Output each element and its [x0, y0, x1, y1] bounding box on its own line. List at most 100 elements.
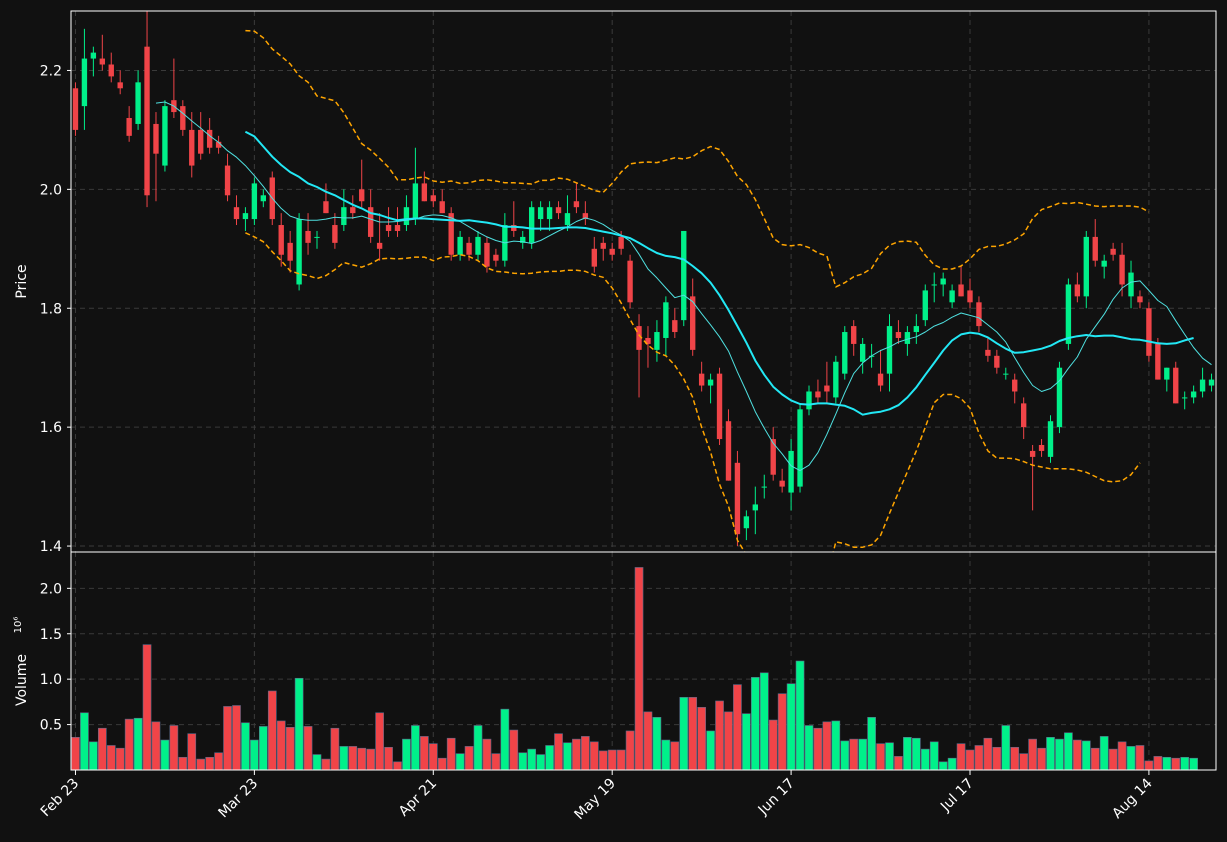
- volume-bar: [1135, 745, 1145, 771]
- volume-bar: [589, 741, 599, 771]
- candle-body: [430, 195, 436, 202]
- candle-body: [770, 439, 776, 475]
- candle-body: [439, 201, 445, 214]
- candle-body: [1038, 444, 1045, 451]
- volume-bar: [840, 740, 850, 771]
- volume-bar: [634, 567, 644, 771]
- candle-body: [108, 64, 114, 77]
- volume-bar: [124, 718, 134, 771]
- candle-body: [126, 118, 132, 136]
- candle-body: [99, 58, 105, 65]
- candle-body: [1128, 272, 1134, 297]
- candle-body: [582, 213, 589, 220]
- candle-body: [645, 337, 651, 344]
- upper-band-line: [245, 29, 1150, 288]
- volume-bar: [196, 758, 206, 771]
- volume-y-ticks: 0.5 1.0 1.5 2.0: [40, 581, 71, 734]
- volume-bar: [813, 727, 823, 771]
- volume-bar: [1055, 738, 1064, 771]
- candle-body: [663, 302, 669, 338]
- volume-bar: [795, 660, 805, 771]
- volume-bar: [983, 737, 993, 771]
- volume-bar: [903, 736, 912, 771]
- candle-body: [859, 343, 866, 362]
- volume-bar: [1189, 757, 1198, 771]
- volume-bar: [894, 756, 903, 771]
- volume-bar: [1162, 756, 1172, 771]
- candle-body: [466, 242, 472, 255]
- volume-bar: [473, 725, 483, 771]
- volume-bar: [885, 742, 894, 771]
- candle-body: [537, 207, 544, 220]
- volume-bar: [804, 725, 814, 771]
- candle-body: [385, 225, 392, 231]
- candle-body: [985, 349, 991, 356]
- candle-body: [1173, 367, 1179, 404]
- candle-body: [1199, 379, 1206, 392]
- volume-axis-label: Volume: [14, 654, 30, 706]
- candle-body: [1092, 236, 1098, 261]
- price-y-ticks: 1.4 1.6 1.8 2.0 2.2: [40, 63, 71, 555]
- candle-body: [1101, 260, 1107, 267]
- volume-bar: [366, 748, 375, 771]
- candle-body: [743, 516, 750, 529]
- volume-bar: [71, 736, 80, 771]
- volume-bar: [938, 761, 948, 771]
- volume-bar: [607, 749, 617, 771]
- volume-bar: [750, 677, 760, 771]
- volume-bar: [267, 690, 277, 771]
- volume-bar: [294, 677, 304, 771]
- candle-body: [716, 373, 723, 440]
- volume-bar: [581, 736, 590, 771]
- candle-body: [394, 225, 401, 231]
- candle-body: [1137, 296, 1143, 303]
- volume-tick-label: 1.5: [40, 627, 62, 643]
- candle-body: [976, 302, 982, 327]
- volume-bar: [974, 745, 984, 771]
- candle-body: [690, 296, 696, 350]
- candle-body: [180, 106, 186, 130]
- volume-bar: [97, 727, 107, 771]
- volume-bar: [142, 644, 152, 771]
- candle-body: [1056, 367, 1063, 428]
- volume-bar: [411, 725, 420, 771]
- candle-body: [332, 225, 338, 243]
- volume-bar: [912, 737, 921, 771]
- candle-body: [1110, 248, 1116, 255]
- volume-bar: [965, 749, 975, 771]
- volume-bar: [1001, 725, 1011, 771]
- volume-bar: [214, 752, 223, 771]
- candle-body: [475, 236, 481, 255]
- candle-body: [940, 278, 946, 285]
- volume-bar: [464, 746, 474, 771]
- indicator-lines: [155, 29, 1212, 552]
- candle-body: [242, 213, 249, 220]
- candle-body: [895, 332, 902, 338]
- candle-body: [206, 129, 213, 148]
- price-tick-label: 1.4: [40, 539, 62, 555]
- volume-bar: [303, 726, 313, 771]
- volume-bar: [1073, 739, 1082, 771]
- candle-body: [788, 450, 794, 493]
- volume-bar: [1180, 756, 1190, 771]
- candle-body: [421, 183, 428, 202]
- volume-bar: [80, 712, 89, 771]
- candle-body: [779, 480, 785, 487]
- candle-body: [90, 52, 97, 59]
- volume-bar: [920, 748, 930, 771]
- volume-bar: [563, 742, 572, 771]
- volume-bar: [598, 750, 608, 771]
- candle-body: [1164, 367, 1170, 380]
- candle-body: [376, 242, 383, 249]
- volume-bar: [276, 720, 286, 771]
- volume-bar: [205, 756, 214, 771]
- candle-body: [144, 46, 150, 196]
- candle-body: [305, 230, 311, 243]
- candle-body: [162, 106, 168, 166]
- price-axis-label: Price: [14, 264, 30, 298]
- volume-axis-exponent: 10⁶: [13, 617, 24, 634]
- candle-body: [1146, 308, 1152, 356]
- volume-bar: [321, 758, 331, 771]
- volume-bar: [670, 741, 680, 771]
- candle-body: [806, 391, 812, 410]
